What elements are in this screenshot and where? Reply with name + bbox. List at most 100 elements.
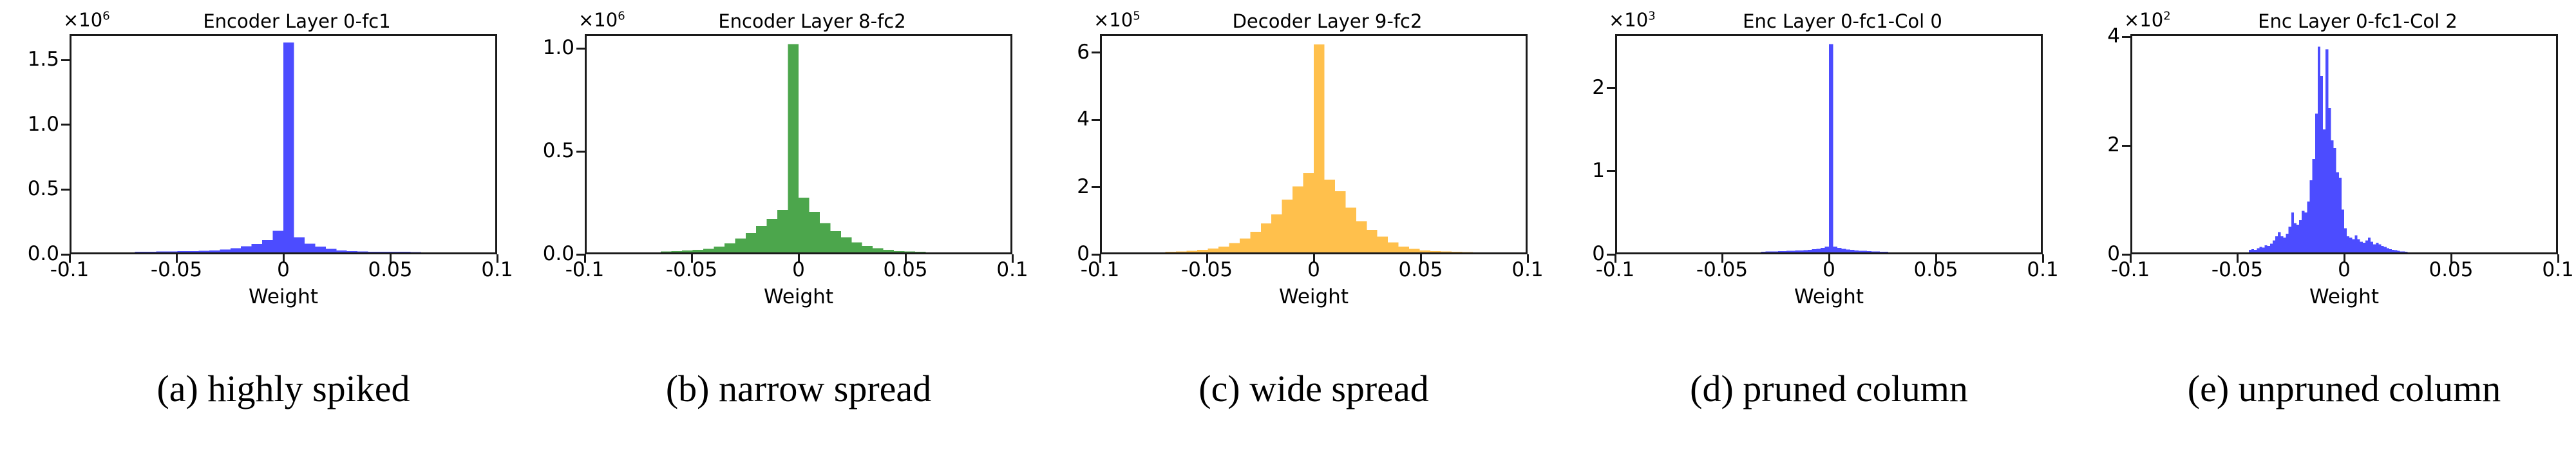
histogram-bar	[682, 250, 693, 252]
y-tick-label: 4	[2107, 24, 2120, 48]
histogram-bar	[2288, 227, 2291, 252]
histogram-bar	[1778, 251, 1783, 252]
y-tick-mark	[576, 253, 585, 256]
histogram-bar	[2341, 209, 2344, 252]
histogram-bar	[1850, 250, 1855, 252]
histogram-bar	[1324, 180, 1335, 252]
histogram-bar	[2354, 235, 2358, 252]
x-tick-mark	[797, 254, 800, 263]
histogram-bar	[2278, 232, 2281, 252]
histogram-bar	[2267, 246, 2270, 252]
histogram-bar	[1398, 246, 1410, 252]
x-tick-label: -0.05	[1696, 258, 1748, 281]
histogram-bar	[1388, 242, 1399, 252]
histogram-bar	[262, 240, 273, 252]
histogram-bar	[272, 230, 283, 252]
histogram-bar	[788, 44, 799, 252]
histogram-bar	[1803, 250, 1808, 252]
x-tick-mark	[1935, 254, 1937, 263]
histogram-bar	[1334, 191, 1346, 252]
y-tick-mark	[2122, 35, 2130, 38]
histogram-bar	[671, 251, 683, 252]
histogram-bar	[766, 219, 778, 252]
histogram-bar	[1833, 247, 1838, 252]
histogram-bar	[777, 210, 788, 252]
histogram-bar	[304, 243, 316, 252]
histogram-bar	[2269, 243, 2273, 252]
y-axis-scale-label: ×102	[2124, 9, 2171, 32]
histogram-bar	[2402, 251, 2405, 252]
x-tick-mark	[2343, 254, 2345, 263]
histogram-bar	[2312, 158, 2315, 252]
histogram-bar	[1820, 248, 1825, 252]
histogram-bar	[1786, 250, 1791, 252]
x-tick-mark	[1206, 254, 1208, 263]
y-tick-label: 0.0	[27, 242, 59, 265]
x-tick-mark	[1011, 254, 1014, 263]
y-tick-label: 6	[1077, 40, 1090, 64]
histogram-bar	[819, 223, 831, 252]
histogram-plot	[1165, 44, 1473, 252]
histogram-bar	[251, 244, 263, 252]
histogram-bar	[209, 250, 220, 252]
histogram-bar	[1859, 250, 1863, 252]
histogram-bar	[1854, 250, 1859, 252]
histogram-bar	[2320, 76, 2324, 252]
histogram-bar	[2371, 241, 2374, 252]
histogram-bar	[2262, 247, 2265, 252]
y-tick-mark	[1092, 52, 1100, 54]
histogram-bar	[2254, 249, 2257, 252]
histogram-bar	[1314, 44, 1325, 252]
histogram-bar	[1837, 248, 1842, 252]
histogram-bar	[2392, 249, 2395, 252]
histogram-bar	[703, 249, 714, 252]
scale-base: ×10	[578, 9, 618, 31]
x-tick-mark	[68, 254, 71, 263]
histogram-bar	[1293, 186, 1303, 252]
histogram-bar	[1409, 249, 1420, 252]
histogram-bar	[177, 251, 188, 252]
axes-frame	[1615, 34, 2043, 254]
histogram-bar	[241, 246, 252, 252]
y-tick-label: 1.0	[27, 112, 59, 136]
x-tick-mark	[2557, 254, 2559, 263]
histogram-bar	[735, 238, 746, 252]
y-tick-mark	[576, 150, 585, 153]
scale-base: ×10	[1094, 9, 1133, 31]
x-tick-label: 0	[277, 258, 290, 281]
x-axis-label: Weight	[763, 285, 833, 308]
histogram-bar	[294, 237, 305, 252]
histogram-bar	[1218, 246, 1229, 252]
x-tick-mark	[496, 254, 498, 263]
histogram-bar	[2381, 246, 2384, 252]
y-tick-label: 2	[2107, 133, 2120, 157]
histogram-bar	[1812, 249, 1817, 252]
x-tick-mark	[2129, 254, 2132, 263]
y-tick-label: 2	[1077, 174, 1090, 198]
histogram-bar	[2291, 212, 2294, 252]
histogram-bar	[325, 249, 337, 252]
x-tick-label: 0.1	[1511, 258, 1544, 281]
histogram-bar	[1769, 251, 1774, 252]
histogram-bar	[2373, 244, 2376, 252]
histogram-bar	[2336, 172, 2339, 252]
histogram-bar	[2304, 212, 2307, 252]
histogram-bar	[2344, 228, 2347, 252]
subplot-e: ×102 Enc Layer 0-fc1-Col 2 Weight (e) un…	[2061, 0, 2576, 461]
x-tick-label: -0.05	[665, 258, 718, 281]
y-tick-label: 1	[1592, 158, 1605, 182]
y-tick-mark	[61, 59, 70, 61]
x-tick-label: -0.1	[1595, 258, 1635, 281]
scale-base: ×10	[1609, 9, 1649, 31]
x-tick-mark	[1099, 254, 1101, 263]
histogram-bar	[2325, 49, 2329, 252]
histogram-bar	[809, 212, 820, 252]
y-tick-mark	[1092, 253, 1100, 256]
histogram-bar	[1430, 250, 1441, 252]
subplot-caption: (a) highly spiked	[156, 368, 410, 409]
histogram-bar	[724, 243, 735, 252]
x-tick-mark	[1828, 254, 1830, 263]
y-tick-mark	[1607, 253, 1615, 256]
y-tick-mark	[1607, 170, 1615, 173]
x-tick-label: -0.1	[1080, 258, 1120, 281]
